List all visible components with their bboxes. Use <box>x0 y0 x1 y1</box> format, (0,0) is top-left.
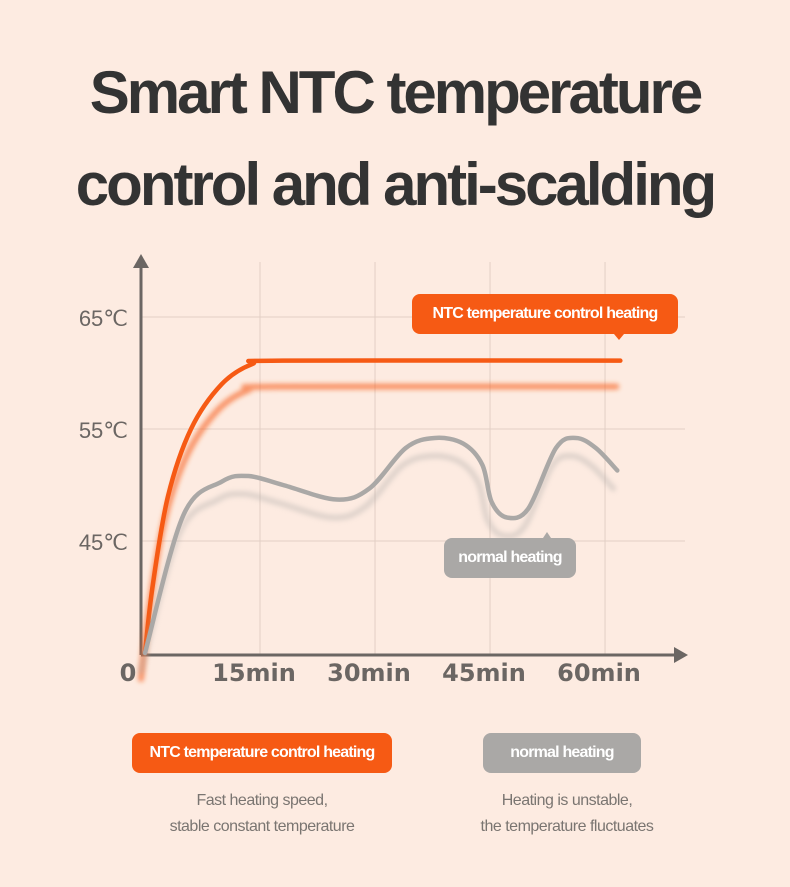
ntc-callout-pointer <box>614 334 624 340</box>
desc-line: Heating is unstable, <box>501 792 633 809</box>
y-tick-label: 55℃ <box>79 418 128 443</box>
x-tick-label: 30min <box>327 659 411 687</box>
x-axis-arrow <box>674 647 688 663</box>
series-shadow <box>138 452 617 674</box>
normal-callout-pointer <box>543 532 551 538</box>
legend-ntc-description: Fast heating speed, stable constant temp… <box>132 788 392 840</box>
x-tick-label: 15min <box>212 659 296 687</box>
x-tick-label: 60min <box>557 659 641 687</box>
desc-line: stable constant temperature <box>169 818 355 835</box>
desc-line: the temperature fluctuates <box>480 818 654 835</box>
ntc-series-line <box>142 358 623 656</box>
title-line-2: control and anti-scalding <box>75 151 717 218</box>
y-tick-label: 65℃ <box>79 306 128 331</box>
title-line-1: Smart NTC temperature <box>89 59 704 126</box>
desc-line: Fast heating speed, <box>196 792 328 809</box>
legend-normal-badge: normal heating <box>483 733 641 773</box>
legend-ntc-badge: NTC temperature control heating <box>132 733 392 773</box>
y-axis-arrow <box>133 254 149 268</box>
x-tick-label: 45min <box>442 659 526 687</box>
legend-normal-description: Heating is unstable, the temperature flu… <box>442 788 692 840</box>
y-tick-label: 45℃ <box>79 530 128 555</box>
normal-callout: normal heating <box>444 538 576 578</box>
ntc-callout: NTC temperature control heating <box>412 294 678 334</box>
x-tick-label: 0 <box>120 659 137 687</box>
normal-series-line <box>142 435 620 656</box>
